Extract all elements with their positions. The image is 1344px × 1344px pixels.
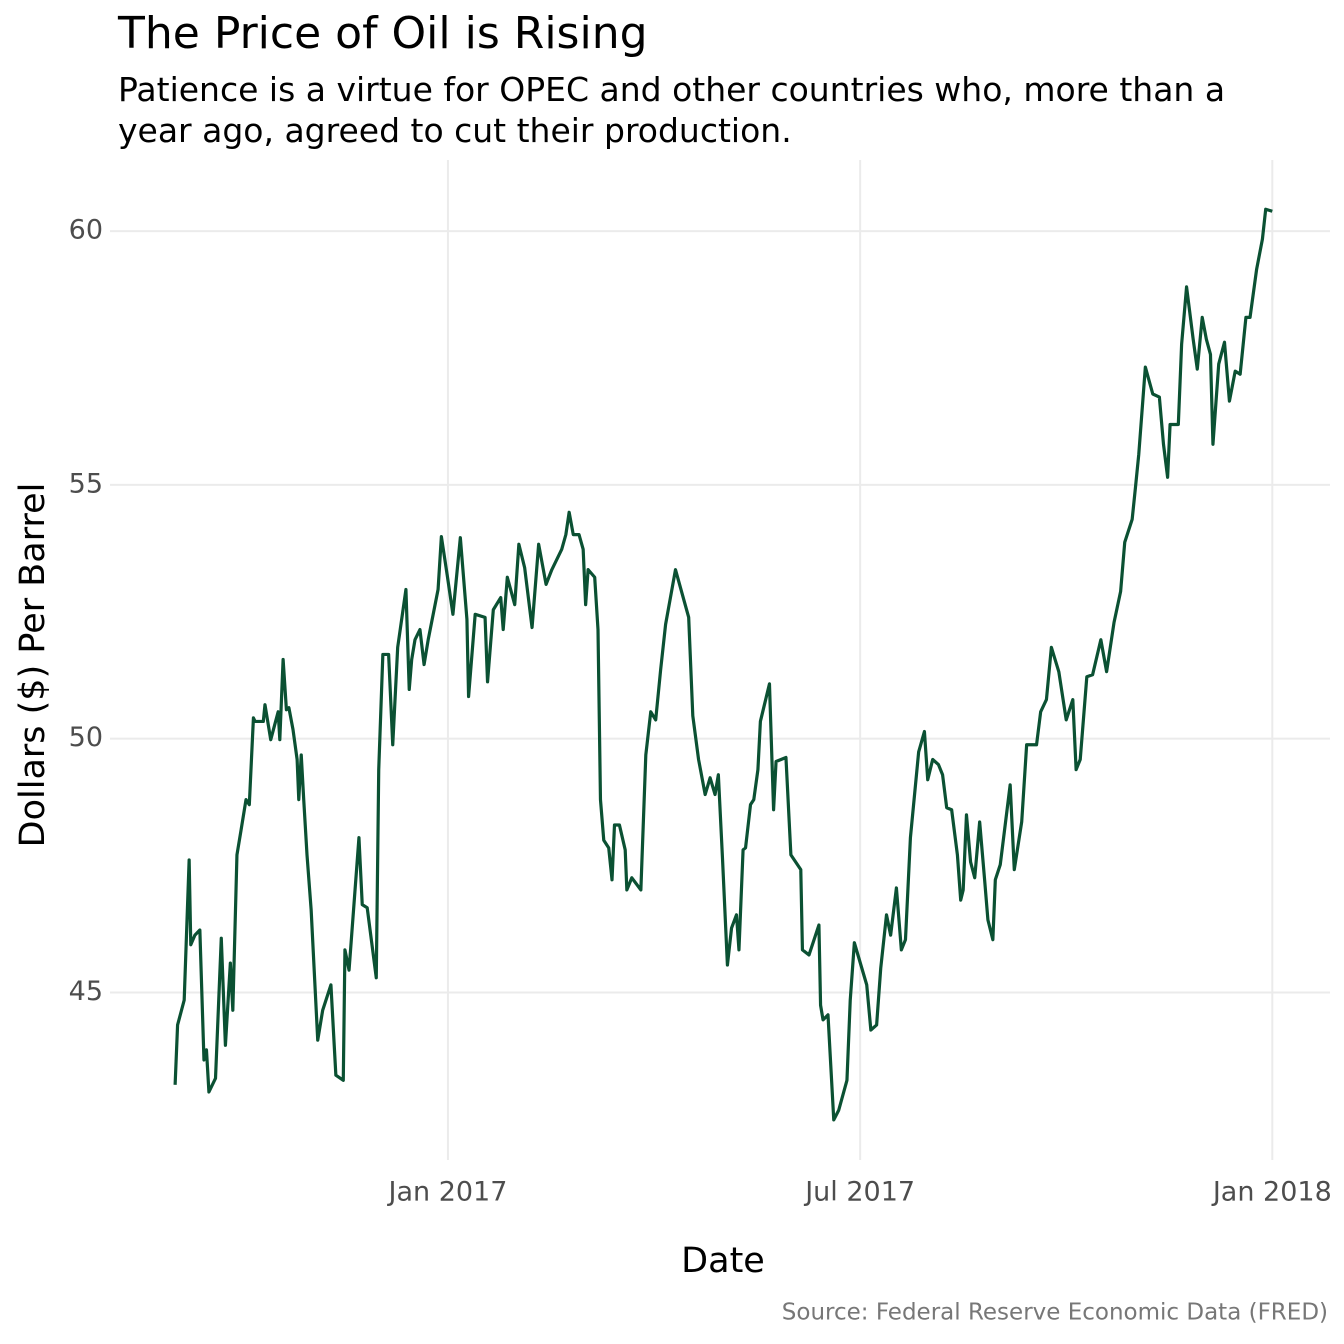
x-tick-label: Jan 2017 (387, 1177, 508, 1208)
x-tick-label: Jul 2017 (803, 1177, 915, 1208)
x-tick-label: Jan 2018 (1211, 1177, 1332, 1208)
caption: Source: Federal Reserve Economic Data (F… (782, 1300, 1328, 1326)
y-tick-label: 45 (69, 976, 103, 1007)
y-tick-label: 55 (69, 468, 103, 499)
chart-title: The Price of Oil is Rising (117, 8, 648, 59)
price-line (173, 207, 1273, 1122)
y-tick-label: 60 (69, 215, 103, 246)
y-axis-label: Dollars ($) Per Barrel (13, 483, 53, 848)
chart-subtitle: Patience is a virtue for OPEC and other … (118, 70, 1225, 150)
y-tick-label: 50 (69, 722, 103, 753)
x-axis-label: Date (681, 1241, 765, 1281)
